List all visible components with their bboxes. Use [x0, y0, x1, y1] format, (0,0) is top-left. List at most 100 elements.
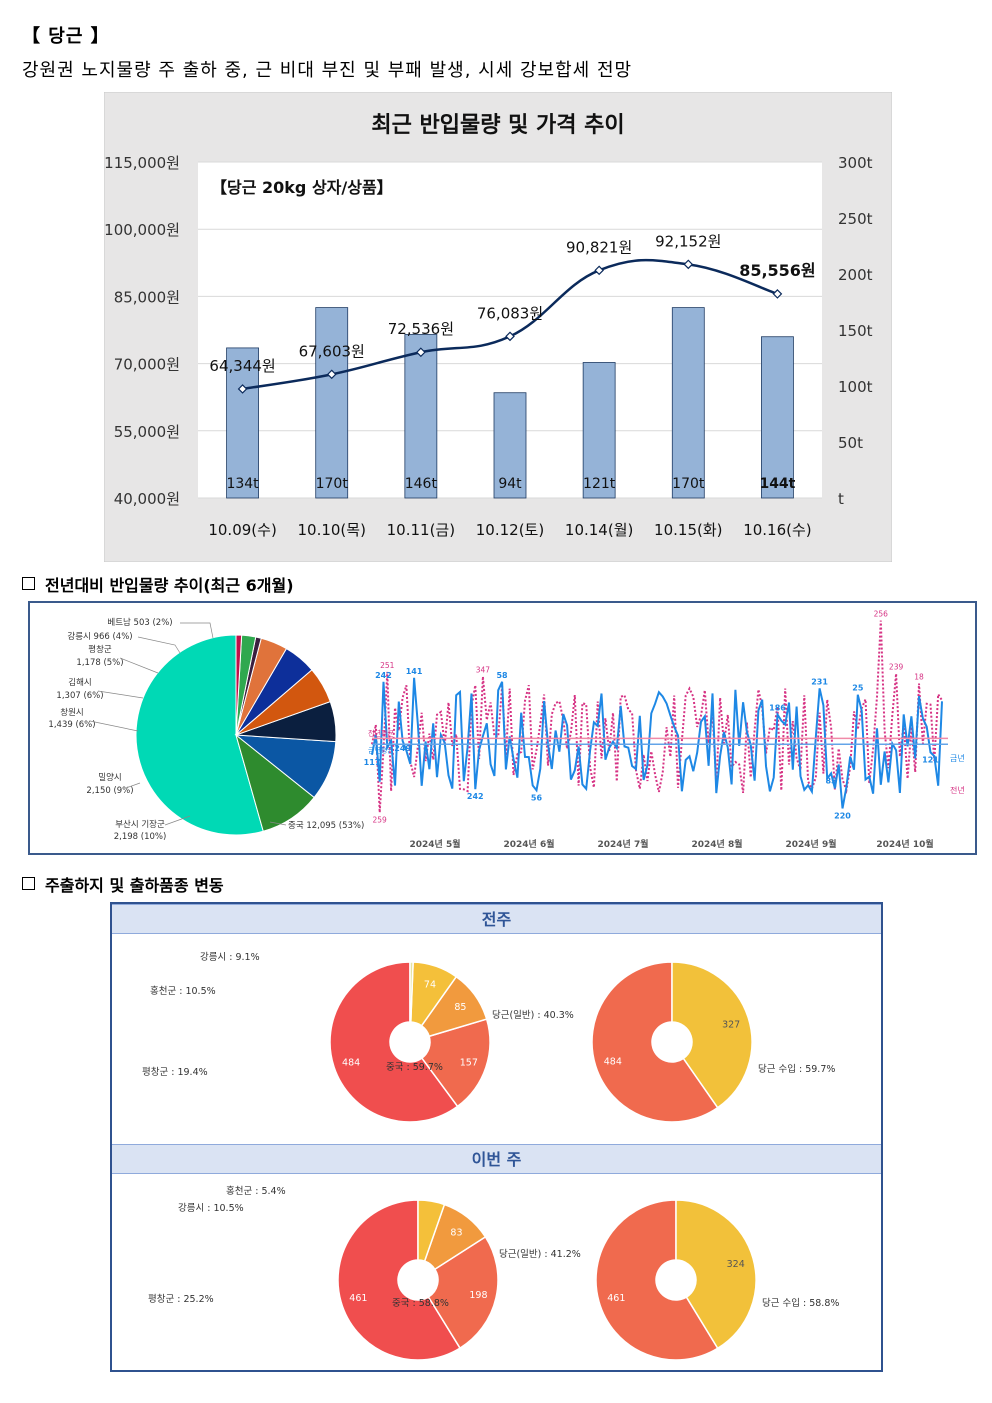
price-point [772, 289, 783, 299]
donut-label: 당근 수입 : 59.7% [758, 1063, 835, 1075]
donut-label: 홍천군 : 5.4% [226, 1185, 286, 1197]
y-left-tick: 100,000원 [104, 221, 180, 239]
price-point [505, 331, 515, 342]
prev-value-label: 239 [889, 663, 904, 672]
donut-label: 평창군 : 25.2% [148, 1294, 214, 1305]
bar-value-label: 170t [316, 476, 349, 492]
pie-label: 부산시 기장군 [115, 819, 165, 830]
donut-label: 85 [454, 1002, 466, 1013]
price-point [594, 265, 604, 276]
leader-line [97, 690, 144, 699]
donut-label: 당근(일반) : 41.2% [499, 1249, 581, 1260]
price-point [326, 369, 337, 380]
bar-value-label: 146t [405, 476, 438, 492]
donut-label: 강릉시 : 9.1% [200, 952, 260, 963]
current-value-label: 141 [406, 667, 423, 676]
section-yoy-label: 전년대비 반입물량 추이(최근 6개월) [45, 576, 294, 595]
donut-slice [420, 1018, 491, 1108]
donut-label: 157 [460, 1058, 478, 1069]
current-value-label: 242 [375, 671, 392, 680]
y-left-tick: 70,000원 [114, 356, 180, 374]
donut-label: 461 [349, 1293, 367, 1304]
pie-label: 평창군 [88, 644, 112, 655]
price-point [683, 259, 694, 270]
donut-label: 74 [424, 979, 436, 990]
x-tick-label: 2024년 9월 [785, 838, 836, 850]
donut-slice [671, 961, 753, 1109]
donut-label: 당근 수입 : 58.8% [762, 1297, 839, 1309]
prev-value-label: 18 [914, 673, 924, 682]
price-volume-chart: 최근 반입물량 및 가격 추이 【당근 20kg 상자/상품】 40,000원 5… [104, 92, 892, 562]
last-week-donuts: 484 157 85 74 중국 : 59.7% 평창군 : 19.4% 홍천군 : 10.… [142, 952, 835, 1123]
prev-value-label: 256 [874, 610, 889, 619]
leader-line [119, 657, 159, 674]
x-tick-label: 10.11(금) [387, 521, 455, 539]
price-label: 85,556원 [739, 261, 815, 280]
prev-value-label: 251 [380, 661, 395, 670]
pie-label: 1,439 (6%) [48, 720, 95, 730]
x-tick-label: 10.15(화) [654, 521, 722, 539]
page-title: 【 당근 】 [22, 26, 110, 47]
last-week-header: 전주 [112, 904, 881, 934]
current-value-label: 186 [769, 704, 786, 713]
ref-label: 금년평균 [368, 745, 394, 754]
y-right-tick: 50t [838, 434, 863, 452]
pie-label: 김해시 [68, 677, 91, 688]
price-label: 90,821원 [566, 238, 632, 256]
this-week-header: 이번 주 [112, 1144, 881, 1174]
volume-bar [493, 392, 527, 499]
current-value-label: 249 [394, 744, 411, 753]
current-value-label: 220 [834, 811, 851, 820]
volume-bar [404, 334, 438, 499]
prev-value-label: 259 [372, 816, 387, 825]
donut-label: 484 [342, 1057, 360, 1068]
price-label: 64,344원 [209, 357, 275, 375]
pie-slice [135, 634, 264, 836]
donut-label: 83 [450, 1227, 462, 1238]
y-left-tick: 85,000원 [114, 288, 180, 306]
chart-subtitle: 【당근 20kg 상자/상품】 [211, 178, 393, 197]
price-point [416, 347, 426, 358]
current-value-label: 58 [496, 671, 508, 680]
origin-panel: 전주 이번 주 484 157 85 74 중국 : 59.7% 평창군 : 19.4% 홍… [110, 902, 883, 1372]
donut-label: 327 [722, 1019, 740, 1030]
prev-value-label: 347 [476, 666, 491, 675]
leader-line [125, 782, 141, 789]
y-left-tick: 115,000원 [104, 154, 180, 172]
donut-slice [329, 961, 459, 1123]
chart-title: 최근 반입물량 및 가격 추이 [371, 113, 624, 138]
donut-slice [595, 1199, 719, 1361]
price-label: 92,152원 [655, 232, 721, 250]
bar-value-label: 170t [672, 476, 705, 492]
donut-slice [409, 961, 414, 1023]
donut-label: 중국 : 58.8% [392, 1298, 449, 1309]
donut-label: 198 [469, 1290, 487, 1301]
pie-label: 2,150 (9%) [86, 786, 133, 796]
current-value-label: 117 [364, 758, 381, 767]
donut-slice [591, 961, 719, 1123]
checkbox-icon [22, 577, 35, 590]
x-tick-label: 10.09(수) [208, 521, 276, 539]
donut-label: 484 [604, 1057, 622, 1068]
x-tick-label: 2024년 5월 [409, 838, 460, 850]
donut-label: 강릉시 : 10.5% [178, 1203, 244, 1214]
legend-prev: 전년 [950, 785, 965, 795]
volume-bar [226, 347, 259, 499]
bar-value-label: 134t [226, 476, 259, 492]
current-value-label: 25 [852, 684, 864, 693]
volume-bar [582, 362, 616, 499]
bar-value-label: 144t [759, 476, 795, 492]
donut-label: 홍천군 : 10.5% [150, 985, 216, 997]
y-right-tick: 300t [838, 154, 873, 172]
pie-label: 베트남 503 (2%) [107, 618, 172, 628]
current-value-label: 121 [922, 755, 939, 764]
pie-label: 2,198 (10%) [114, 832, 167, 842]
legend-current: 금년 [950, 753, 965, 763]
leader-line [269, 821, 287, 826]
leader-line [164, 815, 191, 826]
volume-bar [315, 307, 349, 499]
donut-slice [417, 1199, 446, 1263]
section-yoy-heading: 전년대비 반입물량 추이(최근 6개월) [22, 572, 294, 596]
donut-label: 평창군 : 19.4% [142, 1067, 208, 1078]
ref-label: 전년평균 [368, 728, 394, 737]
